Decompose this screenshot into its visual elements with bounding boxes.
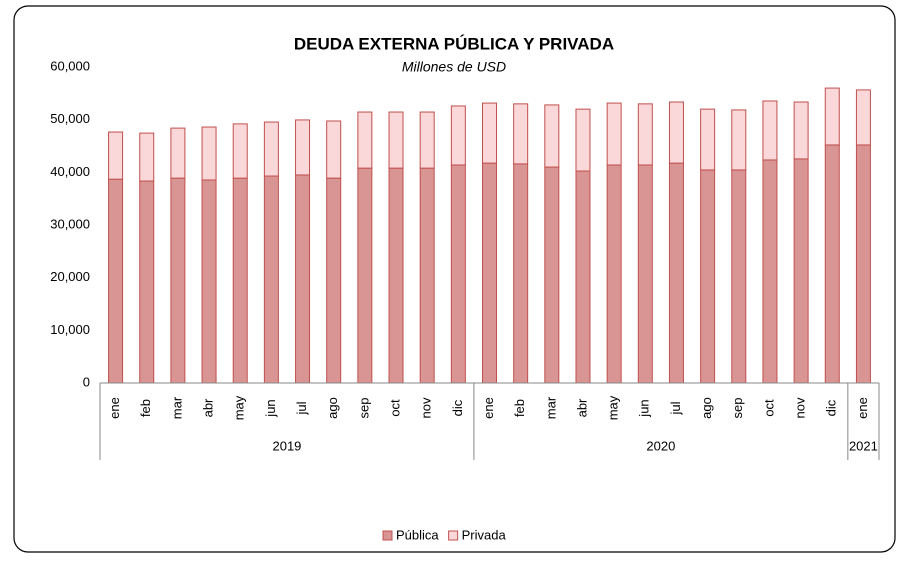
x-tick-label: feb (512, 399, 527, 417)
x-tick-label: jun (637, 399, 652, 417)
x-tick-label: ago (699, 397, 714, 419)
x-tick-label: may (606, 395, 621, 420)
x-tick-label: ene (107, 397, 122, 419)
legend-label: Privada (462, 527, 507, 542)
bar-segment (170, 177, 186, 384)
bar-segment (326, 120, 342, 179)
bar-segment (700, 169, 716, 384)
bar-segment (108, 178, 124, 384)
bar-segment (606, 164, 622, 384)
bar-segment (201, 179, 217, 384)
x-tick-label: mar (169, 396, 184, 419)
x-tick-label: ene (855, 397, 870, 419)
x-tick-label: dic (824, 399, 839, 416)
x-tick-label: abr (200, 398, 215, 417)
bar-segment (731, 169, 747, 384)
bar-segment (357, 167, 373, 384)
y-tick-label: 20,000 (50, 269, 90, 284)
y-tick-label: 60,000 (50, 58, 90, 73)
y-tick-label: 0 (83, 374, 90, 389)
x-tick-label: sep (356, 398, 371, 419)
bar-segment (762, 159, 778, 384)
bar-segment (388, 111, 404, 169)
bar-segment (575, 108, 591, 172)
x-tick-label: mar (543, 396, 558, 419)
x-tick-label: ene (481, 397, 496, 419)
chart-subtitle: Millones de USD (402, 59, 506, 75)
bar-segment (513, 103, 529, 165)
y-tick-label: 50,000 (50, 111, 90, 126)
bar-segment (201, 126, 217, 181)
x-tick-label: sep (730, 398, 745, 419)
x-tick-label: abr (574, 398, 589, 417)
bar-segment (263, 121, 279, 177)
bar-segment (232, 123, 248, 179)
bar-segment (855, 144, 871, 384)
x-tick-label: nov (793, 397, 808, 418)
bar-segment (357, 111, 373, 169)
bar-segment (263, 175, 279, 384)
y-tick-label: 10,000 (50, 322, 90, 337)
x-tick-label: dic (450, 399, 465, 416)
bar-segment (295, 174, 311, 384)
x-tick-label: may (232, 395, 247, 420)
bar-segment (668, 162, 684, 384)
bar-segment (108, 131, 124, 180)
bar-segment (793, 158, 809, 384)
bar-segment (170, 127, 186, 179)
bar-segment (793, 101, 809, 160)
bar-segment (388, 167, 404, 384)
bar-segment (544, 104, 560, 168)
chart-title: DEUDA EXTERNA PÚBLICA Y PRIVADA (294, 34, 614, 53)
bar-segment (824, 144, 840, 384)
legend-label: Pública (396, 527, 439, 542)
bar-segment (139, 132, 155, 182)
bar-segment (295, 119, 311, 176)
bar-segment (824, 87, 840, 146)
group-label: 2020 (646, 438, 675, 453)
bar-segment (232, 177, 248, 384)
bar-segment (762, 100, 778, 161)
y-tick-label: 40,000 (50, 164, 90, 179)
bar-segment (482, 102, 497, 164)
x-tick-label: feb (138, 399, 153, 417)
group-label: 2021 (849, 438, 878, 453)
bar-segment (855, 89, 871, 146)
bar-segment (637, 103, 653, 166)
bar-segment (450, 164, 466, 384)
bar-segment (513, 163, 529, 384)
bar-segment (326, 177, 342, 384)
bar-segment (139, 180, 155, 384)
bar-segment (450, 105, 466, 166)
legend-swatch (382, 530, 393, 541)
x-tick-label: jul (294, 401, 309, 415)
bar-segment (419, 111, 435, 169)
bar-segment (606, 102, 622, 166)
x-tick-label: oct (387, 399, 402, 417)
bar-segment (419, 167, 435, 384)
bar-segment (700, 108, 716, 171)
bar-segment (575, 170, 591, 384)
y-tick-label: 30,000 (50, 216, 90, 231)
bar-segment (544, 166, 560, 384)
bar-segment (668, 101, 684, 164)
group-label: 2019 (272, 438, 301, 453)
x-tick-label: oct (761, 399, 776, 417)
bar-segment (731, 109, 747, 171)
x-tick-label: nov (419, 397, 434, 418)
x-tick-label: jul (668, 401, 683, 415)
legend-swatch (448, 530, 459, 541)
bar-segment (482, 162, 497, 384)
x-tick-label: ago (325, 397, 340, 419)
bar-segment (637, 164, 653, 384)
x-tick-label: jun (263, 399, 278, 417)
